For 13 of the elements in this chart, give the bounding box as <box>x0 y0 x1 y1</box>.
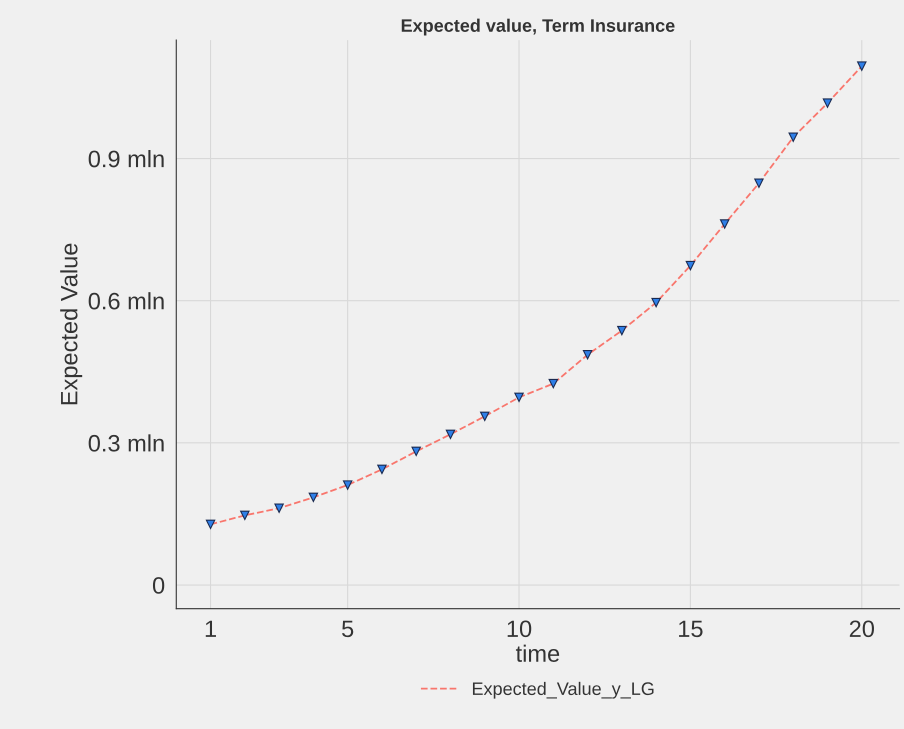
y-tick-label: 0.3 mln <box>88 434 164 452</box>
chart-title: Expected value, Term Insurance <box>402 18 675 36</box>
legend-label: Expected_Value_y_LG <box>472 682 654 699</box>
x-tick-label: 20 <box>850 620 874 638</box>
x-tick-label: 5 <box>342 620 354 638</box>
x-tick-label: 1 <box>206 620 216 637</box>
x-tick-label: 10 <box>508 620 532 638</box>
y-axis-title: Expected Value <box>60 244 82 404</box>
x-axis-title: time <box>516 644 560 662</box>
y-tick-label: 0.6 mln <box>88 292 164 310</box>
x-tick-label: 15 <box>679 620 703 638</box>
y-tick-label: 0.9 mln <box>88 150 164 168</box>
y-tick-label: 0 <box>152 577 164 594</box>
